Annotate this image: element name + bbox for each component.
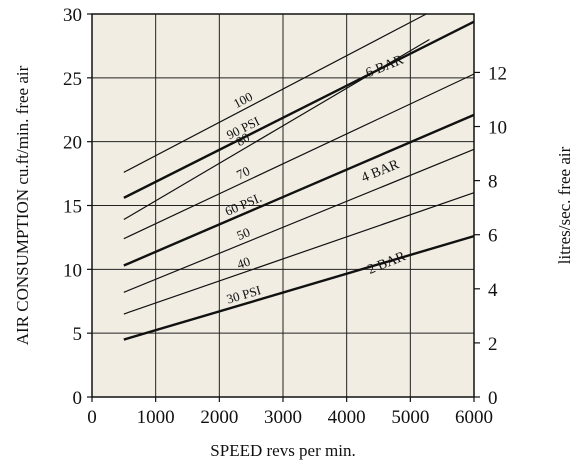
y-tick-label: 30 [63, 5, 82, 26]
x-axis-title: SPEED revs per min. [210, 441, 355, 460]
x-tick-label: 5000 [391, 407, 429, 428]
y-tick-label: 5 [73, 324, 83, 345]
series-lines [123, 13, 475, 341]
y-right-tick-label: 2 [488, 334, 498, 355]
series-line-0 [123, 234, 475, 341]
y-right-tick-label: 4 [488, 280, 498, 301]
series-label-4: 70 [234, 163, 252, 182]
series-line-1 [123, 192, 475, 315]
series-line-4 [123, 73, 475, 240]
x-tick-label: 1000 [137, 407, 175, 428]
y-right-tick-label: 0 [488, 388, 498, 409]
series-line-7 [123, 13, 427, 173]
series-line-6 [123, 20, 475, 199]
y-tick-label: 0 [73, 388, 83, 409]
y-tick-label: 15 [63, 197, 82, 218]
series-label-1: 40 [235, 254, 252, 272]
y-tick-label: 25 [63, 69, 82, 90]
y-axis-title-right: litres/sec. free air [555, 146, 574, 264]
series-line-2 [123, 148, 475, 293]
y-tick-label: 20 [63, 133, 82, 154]
y-tick-label: 10 [63, 260, 82, 281]
x-tick-label: 6000 [455, 407, 493, 428]
y-right-tick-label: 6 [488, 226, 498, 247]
y-right-tick-label: 12 [488, 63, 507, 84]
x-tick-label: 4000 [328, 407, 366, 428]
x-tick-label: 3000 [264, 407, 302, 428]
x-tick-label: 2000 [200, 407, 238, 428]
series-label-2: 50 [234, 224, 252, 243]
series-line-3 [123, 113, 475, 267]
tick-labels: 0 1000 2000 3000 4000 5000 6000051015202530024… [63, 5, 507, 428]
y-right-tick-label: 8 [488, 172, 498, 193]
y-right-tick-label: 10 [488, 118, 507, 139]
x-tick-label: 0 [87, 407, 97, 428]
y-axis-title-left: AIR CONSUMPTION cu.ft/min. free air [13, 65, 32, 345]
